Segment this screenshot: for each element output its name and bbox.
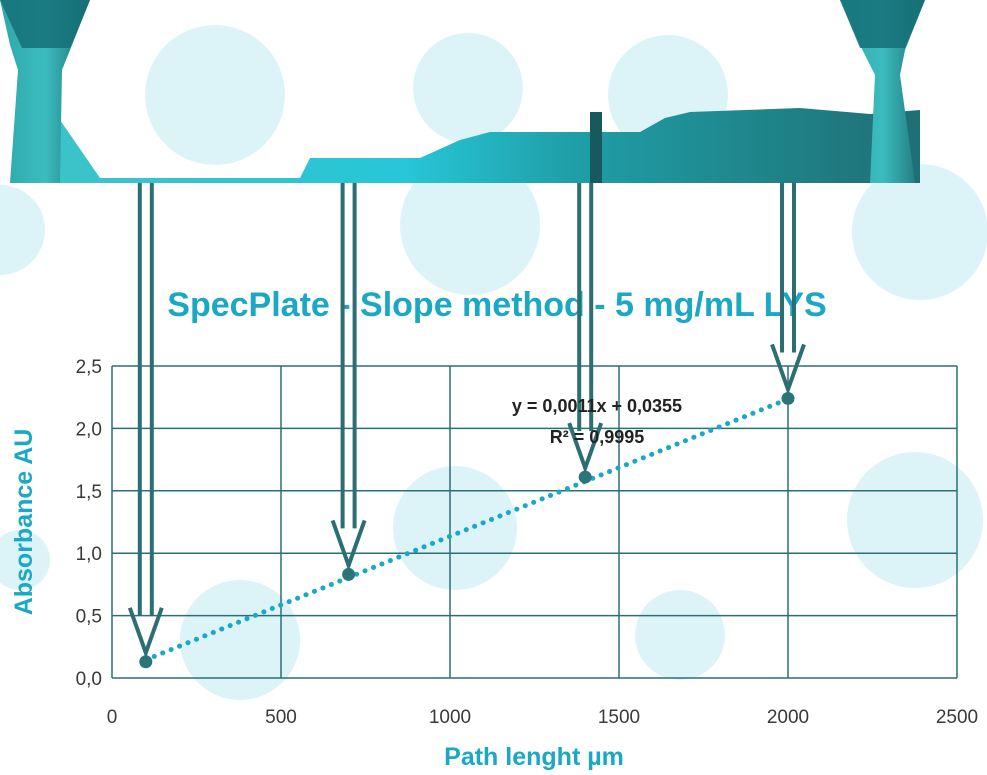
trendline-equation: y = 0,0011x + 0,0355: [512, 396, 682, 416]
background-bubble-8: [635, 590, 725, 680]
x-tick-labels: 0 500 1000 1500 2000 2500: [107, 707, 978, 728]
arrow-1: [330, 183, 367, 572]
data-points: [139, 391, 795, 669]
arrow-3: [770, 183, 806, 396]
background-bubble-7: [847, 452, 983, 588]
plate-channel-dark: [590, 112, 602, 183]
measurement-arrows: [127, 183, 806, 659]
background-bubble-10: [0, 530, 50, 590]
background-bubble-1: [413, 33, 523, 143]
y-tick-label: 2,5: [76, 357, 102, 378]
y-axis-title: Absorbance AU: [10, 429, 38, 616]
chart-grid: [111, 365, 958, 679]
data-point: [781, 391, 795, 405]
data-point: [139, 655, 153, 669]
left-pillar-top: [0, 0, 90, 48]
x-tick-label: 0: [107, 707, 118, 728]
background-bubble-6: [393, 466, 517, 590]
arrow-2: [567, 183, 604, 475]
x-tick-label: 1500: [598, 707, 640, 728]
trendline: [143, 396, 791, 663]
background-bubble-3: [180, 580, 300, 700]
right-pillar-top: [840, 0, 925, 48]
y-tick-label: 2,0: [76, 419, 102, 440]
chart-title: SpecPlate - Slope method - 5 mg/mL LYS: [167, 286, 826, 324]
background-bubble-5: [852, 164, 987, 300]
data-point: [342, 567, 356, 581]
arrow-0: [127, 183, 164, 659]
x-axis-title: Path lenght µm: [444, 743, 624, 771]
x-tick-label: 1000: [429, 707, 471, 728]
background-bubble-9: [0, 185, 45, 275]
y-tick-label: 1,5: [76, 482, 102, 503]
background-bubble-4: [400, 155, 540, 295]
data-point: [578, 470, 592, 484]
x-tick-label: 2000: [767, 707, 809, 728]
plate-body: [60, 108, 920, 183]
x-tick-label: 500: [265, 707, 297, 728]
specplate-illustration: [0, 0, 925, 183]
y-tick-label: 0,0: [76, 669, 102, 690]
x-tick-label: 2500: [936, 707, 978, 728]
y-tick-labels: 0,0 0,5 1,0 1,5 2,0 2,5: [76, 357, 102, 690]
background-bubble-0: [145, 25, 285, 165]
y-tick-label: 0,5: [76, 607, 102, 628]
r-squared-label: R² = 0,9995: [550, 427, 645, 447]
y-tick-label: 1,0: [76, 544, 102, 565]
